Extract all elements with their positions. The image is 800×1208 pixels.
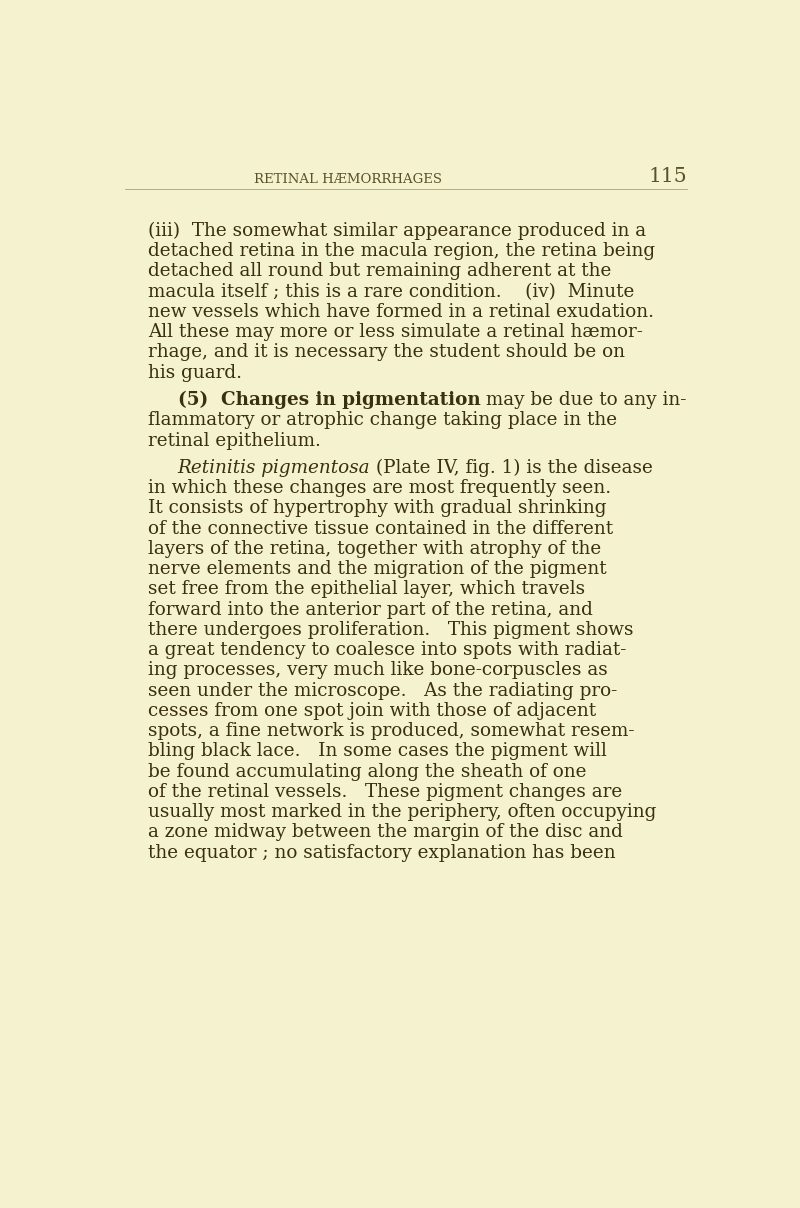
Text: flammatory or atrophic change taking place in the: flammatory or atrophic change taking pla…: [148, 411, 617, 429]
Text: may be due to any in-: may be due to any in-: [480, 391, 686, 410]
Text: (iii)  The somewhat similar appearance produced in a: (iii) The somewhat similar appearance pr…: [148, 222, 646, 240]
Text: usually most marked in the periphery, often occupying: usually most marked in the periphery, of…: [148, 803, 657, 821]
Text: spots, a fine network is produced, somewhat resem-: spots, a fine network is produced, somew…: [148, 722, 634, 741]
Text: 115: 115: [649, 167, 687, 186]
Text: (Plate IV, fig. 1) is the disease: (Plate IV, fig. 1) is the disease: [370, 459, 653, 477]
Text: there undergoes proliferation.   This pigment shows: there undergoes proliferation. This pigm…: [148, 621, 634, 639]
Text: retinal epithelium.: retinal epithelium.: [148, 431, 321, 449]
Text: cesses from one spot join with those of adjacent: cesses from one spot join with those of …: [148, 702, 596, 720]
Text: of the retinal vessels.   These pigment changes are: of the retinal vessels. These pigment ch…: [148, 783, 622, 801]
Text: RETINAL HÆMORRHAGES: RETINAL HÆMORRHAGES: [254, 173, 442, 186]
Text: his guard.: his guard.: [148, 364, 242, 382]
Text: rhage, and it is necessary the student should be on: rhage, and it is necessary the student s…: [148, 343, 625, 361]
Text: be found accumulating along the sheath of one: be found accumulating along the sheath o…: [148, 762, 586, 780]
Text: a zone midway between the margin of the disc and: a zone midway between the margin of the …: [148, 824, 623, 842]
Text: a great tendency to coalesce into spots with radiat-: a great tendency to coalesce into spots …: [148, 641, 626, 660]
Text: layers of the retina, together with atrophy of the: layers of the retina, together with atro…: [148, 540, 602, 558]
Text: (5)  Changes in pigmentation: (5) Changes in pigmentation: [178, 391, 480, 410]
Text: detached retina in the macula region, the retina being: detached retina in the macula region, th…: [148, 243, 655, 260]
Text: set free from the epithelial layer, which travels: set free from the epithelial layer, whic…: [148, 580, 585, 598]
Text: detached all round but remaining adherent at the: detached all round but remaining adheren…: [148, 262, 611, 280]
Text: It consists of hypertrophy with gradual shrinking: It consists of hypertrophy with gradual …: [148, 499, 606, 517]
Text: ing processes, very much like bone-corpuscles as: ing processes, very much like bone-corpu…: [148, 662, 608, 679]
Text: Retinitis pigmentosa: Retinitis pigmentosa: [178, 459, 370, 477]
Text: new vessels which have formed in a retinal exudation.: new vessels which have formed in a retin…: [148, 303, 654, 321]
Text: forward into the anterior part of the retina, and: forward into the anterior part of the re…: [148, 600, 593, 618]
Text: in which these changes are most frequently seen.: in which these changes are most frequent…: [148, 480, 611, 498]
Text: of the connective tissue contained in the different: of the connective tissue contained in th…: [148, 519, 613, 538]
Text: macula itself ; this is a rare condition.    (iv)  Minute: macula itself ; this is a rare condition…: [148, 283, 634, 301]
Text: the equator ; no satisfactory explanation has been: the equator ; no satisfactory explanatio…: [148, 843, 616, 861]
Text: bling black lace.   In some cases the pigment will: bling black lace. In some cases the pigm…: [148, 743, 607, 760]
Text: All these may more or less simulate a retinal hæmor-: All these may more or less simulate a re…: [148, 324, 643, 341]
Text: seen under the microscope.   As the radiating pro-: seen under the microscope. As the radiat…: [148, 681, 618, 699]
Text: nerve elements and the migration of the pigment: nerve elements and the migration of the …: [148, 561, 606, 579]
